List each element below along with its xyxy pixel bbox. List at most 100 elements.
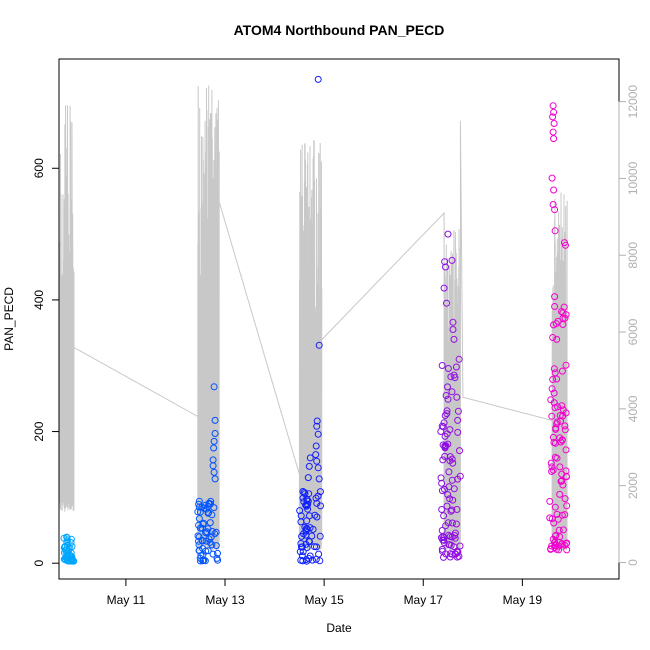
data-point (198, 536, 206, 544)
data-point (440, 419, 448, 427)
data-point (442, 263, 449, 271)
data-point (303, 495, 311, 503)
data-point (552, 320, 560, 328)
data-point (306, 538, 313, 546)
data-point (454, 407, 462, 415)
data-point (561, 422, 569, 430)
data-point (561, 314, 569, 322)
data-point (316, 488, 324, 496)
data-point (559, 526, 567, 534)
y-axis-label: PAN_PECD (2, 287, 16, 351)
data-point (456, 447, 463, 455)
data-point (314, 75, 322, 83)
data-point (62, 548, 70, 556)
data-point (561, 426, 569, 434)
data-point (557, 477, 565, 485)
data-point (559, 412, 566, 420)
data-point (210, 468, 218, 476)
data-point (453, 548, 461, 556)
data-point (315, 341, 323, 349)
plot-frame (58, 58, 620, 580)
data-point (550, 519, 558, 527)
data-point (547, 459, 555, 467)
data-point (550, 135, 558, 143)
data-point (552, 531, 560, 539)
data-point (211, 416, 219, 424)
data-point (209, 462, 217, 470)
data-point (548, 463, 556, 471)
data-point (558, 367, 566, 375)
data-point (561, 495, 569, 503)
x-tick-label: May 17 (404, 593, 444, 607)
data-point (560, 303, 568, 311)
data-point (449, 496, 457, 504)
data-point (296, 507, 304, 515)
data-point (304, 505, 312, 513)
data-point (304, 474, 312, 482)
data-point (314, 464, 322, 472)
data-point (451, 374, 459, 382)
data-point (312, 442, 320, 450)
data-point (558, 436, 566, 444)
data-point (312, 451, 320, 459)
data-point (201, 501, 209, 509)
data-point (437, 474, 445, 482)
data-point (439, 533, 447, 540)
data-point (214, 556, 222, 564)
data-point (548, 385, 556, 393)
data-point (448, 256, 456, 264)
data-point (316, 532, 324, 540)
data-point (442, 522, 450, 530)
data-point (551, 541, 559, 549)
data-point (558, 402, 566, 410)
data-point (306, 454, 314, 462)
data-point (449, 318, 457, 326)
data-point (550, 108, 558, 116)
data-point (299, 494, 307, 502)
data-point (551, 227, 559, 235)
data-point (201, 557, 209, 565)
data-point (202, 547, 210, 555)
data-point (455, 355, 463, 363)
data-point (550, 120, 558, 127)
data-point (438, 479, 446, 487)
data-point (550, 186, 558, 194)
data-point (214, 549, 221, 557)
data-point (551, 453, 559, 461)
data-point (206, 538, 214, 546)
data-point (299, 488, 307, 495)
data-point (456, 542, 464, 550)
data-point (438, 487, 446, 495)
axes-layer: May 11 May 13 May 15 May 17 May 19 0 200 400 600… (32, 58, 640, 607)
data-point (552, 439, 559, 447)
y2-tick-label: 0 (626, 559, 640, 566)
data-point (558, 477, 566, 485)
data-point (209, 550, 217, 558)
data-point (552, 424, 560, 432)
data-point (200, 519, 208, 527)
data-point (440, 284, 448, 292)
data-point (453, 393, 461, 401)
data-point (447, 507, 455, 515)
data-point (553, 335, 561, 343)
data-point (558, 540, 566, 548)
data-point (551, 206, 559, 214)
data-point (444, 440, 452, 448)
data-point (440, 536, 448, 544)
data-point (308, 532, 316, 540)
data-point (204, 547, 212, 555)
data-point (549, 102, 557, 110)
data-point (562, 467, 570, 475)
data-point (562, 361, 570, 369)
data-point (444, 395, 452, 403)
y-tick-label: 400 (32, 290, 46, 310)
data-point (210, 383, 218, 391)
data-point (553, 420, 561, 428)
data-point (551, 303, 559, 310)
data-point (454, 428, 462, 436)
data-point (554, 515, 562, 523)
y2-tick-label: 8000 (626, 242, 640, 269)
data-point (443, 410, 451, 418)
data-point (211, 475, 219, 483)
data-point (553, 375, 561, 383)
